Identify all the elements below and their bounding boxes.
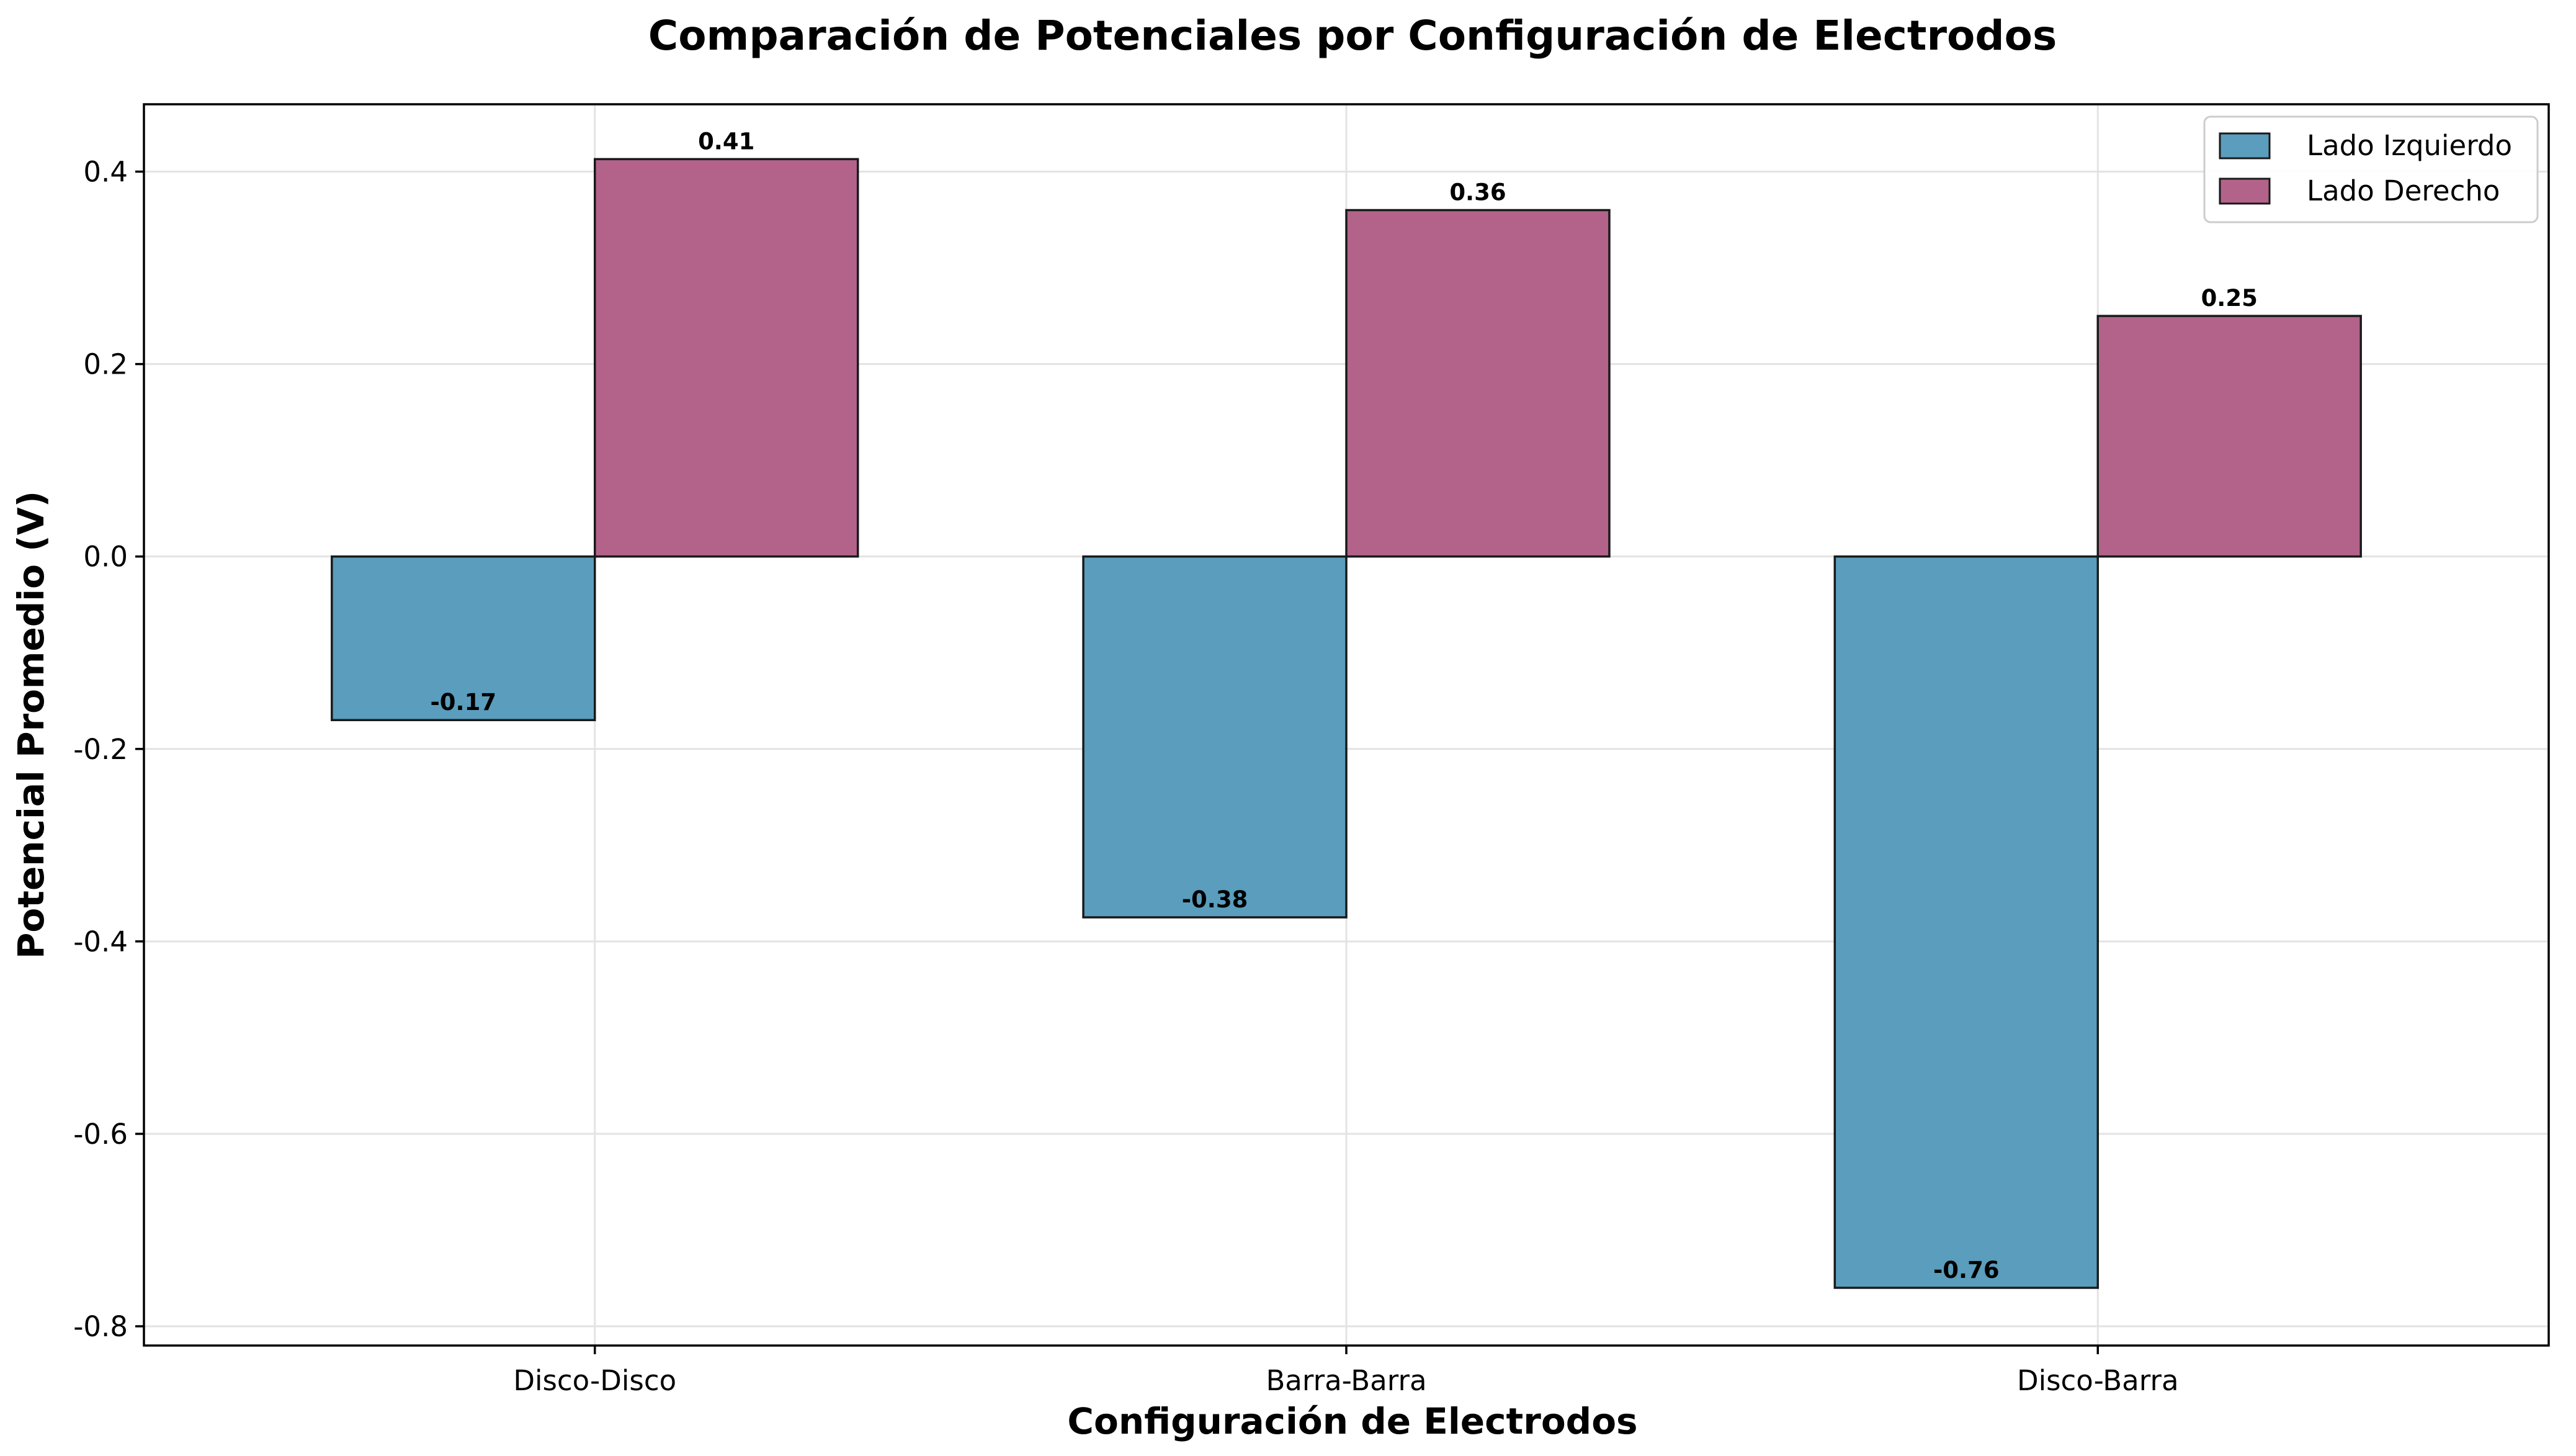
bar-value-label: 0.25: [2201, 285, 2258, 312]
bar-value-label: -0.38: [1182, 886, 1248, 913]
bar-lado-derecho: [1345, 209, 1611, 558]
bar-value-label: -0.76: [1933, 1257, 2000, 1283]
y-tick-label: -0.2: [73, 733, 128, 766]
y-tick-label: 0.4: [83, 156, 128, 189]
y-tick-label: 0.0: [83, 541, 128, 573]
legend-swatch-lado-derecho: [2219, 178, 2271, 205]
chart-title: Comparación de Potenciales por Configura…: [648, 12, 2057, 60]
x-tick-label: Disco-Disco: [513, 1364, 676, 1397]
bar-lado-izquierdo: [331, 555, 596, 721]
bar-lado-izquierdo: [1833, 555, 2099, 1289]
y-tick-label: 0.2: [83, 348, 128, 381]
x-tick-label: Disco-Barra: [2017, 1364, 2179, 1397]
y-tick-label: -0.6: [73, 1118, 128, 1151]
y-tick-label: -0.8: [73, 1310, 128, 1343]
y-axis-label: Potencial Promedio (V): [10, 491, 52, 959]
legend-swatch-lado-izquierdo: [2219, 132, 2271, 160]
legend-label-lado-derecho: Lado Derecho: [2307, 174, 2500, 207]
bar-value-label: 0.36: [1449, 179, 1506, 206]
x-tick-label: Barra-Barra: [1266, 1364, 1426, 1397]
x-axis-label: Configuración de Electrodos: [1067, 1400, 1637, 1442]
bars: [331, 158, 2362, 1289]
y-axis: -0.8 -0.6 -0.4 -0.2 0.0 0.2 0.4: [73, 156, 144, 1343]
bar-lado-derecho: [594, 158, 859, 558]
bar-value-label: 0.41: [698, 128, 754, 155]
value-labels: -0.17 -0.38 -0.76 0.41 0.36 0.25: [430, 128, 2257, 1283]
x-axis: Disco-Disco Barra-Barra Disco-Barra: [513, 1346, 2179, 1397]
bar-value-label: -0.17: [430, 689, 496, 716]
bar-lado-derecho: [2096, 315, 2362, 558]
y-tick-label: -0.4: [73, 925, 128, 958]
bar-lado-izquierdo: [1082, 555, 1348, 919]
legend: Lado Izquierdo Lado Derecho: [2203, 115, 2539, 223]
legend-label-lado-izquierdo: Lado Izquierdo: [2307, 129, 2512, 162]
legend-box: [2203, 115, 2539, 223]
